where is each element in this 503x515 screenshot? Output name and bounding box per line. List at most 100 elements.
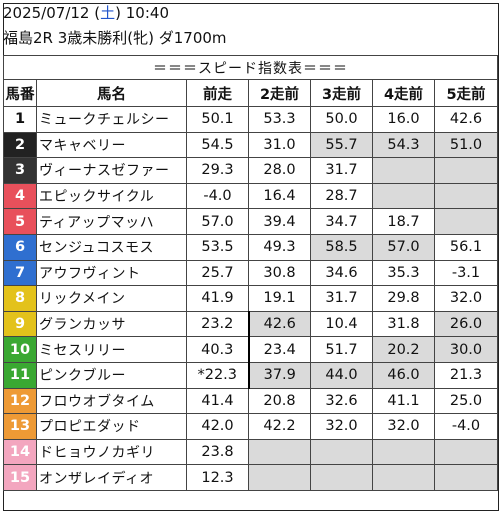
horse-number: 7 <box>3 259 37 287</box>
speed-index-cell: 23.4 <box>248 336 311 363</box>
speed-index-cell: 42.6 <box>434 106 498 133</box>
speed-index-cell: 20.2 <box>372 336 435 363</box>
header-2-races-ago: 2走前 <box>248 79 311 107</box>
speed-index-cell: 32.0 <box>434 285 498 312</box>
race-time: 10:40 <box>125 4 169 22</box>
horse-number: 8 <box>3 285 37 312</box>
speed-index-cell: 20.8 <box>248 387 311 415</box>
speed-index-table: ＝＝＝スピード指数表＝＝＝ 馬番 馬名 前走 2走前 3走前 4走前 5走前 1… <box>3 55 498 491</box>
speed-index-cell: 34.7 <box>310 208 373 235</box>
race-weekday: 土 <box>100 4 116 22</box>
race-date: 2025/07/12 <box>3 4 90 22</box>
speed-index-cell: 46.0 <box>372 361 435 389</box>
speed-index-cell: 28.7 <box>310 182 373 210</box>
table-row: 8 リックメイン 41.9 19.1 31.7 29.8 32.0 <box>3 285 498 312</box>
speed-index-cell: 31.7 <box>310 157 373 184</box>
table-row: 6 センジュコスモス 53.5 49.3 58.5 57.0 56.1 <box>3 233 498 261</box>
horse-name: ヴィーナスゼファー <box>36 157 187 184</box>
speed-index-cell: 23.8 <box>186 438 249 466</box>
header-horse-number: 馬番 <box>3 79 37 107</box>
speed-index-cell: -4.0 <box>434 413 498 440</box>
horse-name: ドヒョウノカギリ <box>36 438 187 466</box>
horse-name: ミセスリリー <box>36 336 187 363</box>
speed-index-cell: 50.0 <box>310 106 373 133</box>
horse-number: 15 <box>3 464 37 491</box>
speed-index-cell: 28.0 <box>248 157 311 184</box>
horse-name: グランカッサ <box>36 310 187 338</box>
speed-index-cell: 42.0 <box>186 413 249 440</box>
table-row: 2 マキャベリー 54.5 31.0 55.7 54.3 51.0 <box>3 131 498 159</box>
speed-index-cell: -4.0 <box>186 182 249 210</box>
header-3-races-ago: 3走前 <box>310 79 373 107</box>
day-open-paren: ( <box>94 4 101 22</box>
horse-number: 2 <box>3 131 37 159</box>
horse-number: 13 <box>3 413 37 440</box>
horse-name: エピックサイクル <box>36 182 187 210</box>
speed-index-cell: 49.3 <box>248 233 311 261</box>
table-row: 12 フロウオブタイム 41.4 20.8 32.6 41.1 25.0 <box>3 387 498 415</box>
speed-index-cell: 53.5 <box>186 233 249 261</box>
table-row: 7 アウフヴィント 25.7 30.8 34.6 35.3 -3.1 <box>3 259 498 287</box>
speed-index-cell: 30.8 <box>248 259 311 287</box>
race-datetime: 2025/07/12 (土) 10:40 <box>3 4 169 22</box>
day-close-paren: ) <box>115 4 121 22</box>
speed-index-cell: 16.4 <box>248 182 311 210</box>
speed-index-cell: 58.5 <box>310 233 373 261</box>
speed-index-cell: 55.7 <box>310 131 373 159</box>
speed-index-cell: 29.3 <box>186 157 249 184</box>
speed-index-cell: 53.3 <box>248 106 311 133</box>
horse-number: 5 <box>3 208 37 235</box>
table-row: 14 ドヒョウノカギリ 23.8 <box>3 438 498 466</box>
speed-index-cell <box>434 182 498 210</box>
speed-index-cell: 21.3 <box>434 361 498 389</box>
horse-name: ミュークチェルシー <box>36 106 187 133</box>
speed-index-cell: 41.9 <box>186 285 249 312</box>
horse-number: 1 <box>3 106 37 133</box>
speed-index-cell: 41.1 <box>372 387 435 415</box>
horse-name: プロピエダッド <box>36 413 187 440</box>
horse-number: 4 <box>3 182 37 210</box>
table-row: 5 ティアップマッハ 57.0 39.4 34.7 18.7 <box>3 208 498 235</box>
speed-index-cell: 41.4 <box>186 387 249 415</box>
speed-index-cell: 56.1 <box>434 233 498 261</box>
speed-index-cell: 57.0 <box>372 233 435 261</box>
table-title: ＝＝＝スピード指数表＝＝＝ <box>3 55 498 80</box>
table-row: 4 エピックサイクル -4.0 16.4 28.7 <box>3 182 498 210</box>
speed-index-cell <box>434 157 498 184</box>
table-title-row: ＝＝＝スピード指数表＝＝＝ <box>3 55 498 80</box>
speed-index-cell: 31.8 <box>372 310 435 338</box>
speed-index-cell: 26.0 <box>434 310 498 338</box>
speed-index-cell <box>310 464 373 491</box>
table-row: 15 オンザレイディオ 12.3 <box>3 464 498 491</box>
speed-index-cell: *22.3 <box>186 361 250 389</box>
speed-index-cell: 42.6 <box>248 310 311 338</box>
speed-index-cell: 50.1 <box>186 106 249 133</box>
horse-name: リックメイン <box>36 285 187 312</box>
speed-index-cell: 31.0 <box>248 131 311 159</box>
speed-index-cell: 16.0 <box>372 106 435 133</box>
speed-index-cell <box>434 464 498 491</box>
table-row: 11 ピンクブルー *22.3 37.9 44.0 46.0 21.3 <box>3 361 498 389</box>
table-row: 13 プロピエダッド 42.0 42.2 32.0 32.0 -4.0 <box>3 413 498 440</box>
speed-index-cell: 18.7 <box>372 208 435 235</box>
speed-index-cell: 35.3 <box>372 259 435 287</box>
horse-name: アウフヴィント <box>36 259 187 287</box>
speed-index-cell: 32.6 <box>310 387 373 415</box>
speed-index-cell: 51.0 <box>434 131 498 159</box>
speed-index-cell <box>372 438 435 466</box>
horse-number: 14 <box>3 438 37 466</box>
speed-index-cell: 32.0 <box>372 413 435 440</box>
speed-index-cell: 31.7 <box>310 285 373 312</box>
speed-index-cell: 25.7 <box>186 259 249 287</box>
speed-index-cell: 23.2 <box>186 310 250 338</box>
speed-index-cell: -3.1 <box>434 259 498 287</box>
speed-index-cell: 32.0 <box>310 413 373 440</box>
speed-index-cell: 29.8 <box>372 285 435 312</box>
horse-number: 12 <box>3 387 37 415</box>
speed-index-cell: 34.6 <box>310 259 373 287</box>
speed-index-cell: 51.7 <box>310 336 373 363</box>
horse-number: 6 <box>3 233 37 261</box>
speed-index-cell: 37.9 <box>248 361 311 389</box>
speed-index-cell: 42.2 <box>248 413 311 440</box>
speed-index-cell <box>248 464 311 491</box>
